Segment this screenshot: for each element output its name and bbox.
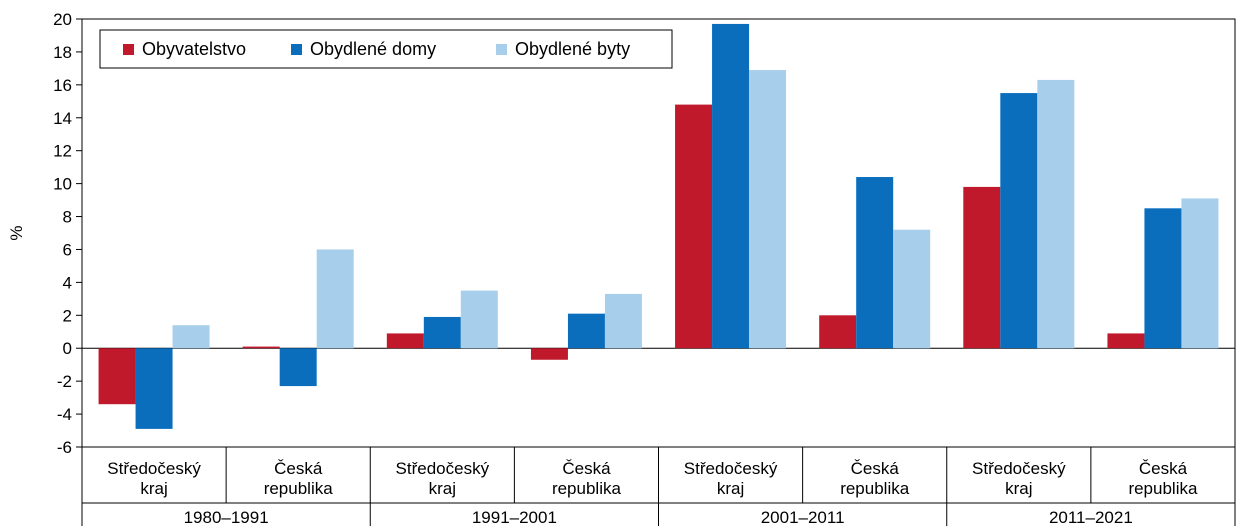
y-tick-label: 6 xyxy=(63,240,72,259)
y-tick-label: 8 xyxy=(63,208,72,227)
bar-1-1 xyxy=(279,348,317,387)
region-label-line: kraj xyxy=(429,479,456,498)
legend-label: Obydlené domy xyxy=(310,39,436,59)
region-label-line: kraj xyxy=(717,479,744,498)
region-label-line: Česká xyxy=(851,459,900,478)
bar-0-5 xyxy=(819,315,857,349)
bar-0-4 xyxy=(675,104,713,349)
bar-0-2 xyxy=(386,333,424,349)
bar-1-3 xyxy=(567,313,605,349)
bar-1-6 xyxy=(1000,93,1038,349)
legend-swatch xyxy=(291,44,302,55)
bar-0-3 xyxy=(530,348,568,360)
bar-1-2 xyxy=(423,316,461,349)
legend-label: Obydlené byty xyxy=(515,39,630,59)
y-tick-label: 10 xyxy=(53,175,72,194)
period-label: 2011–2021 xyxy=(1049,508,1133,526)
y-tick-label: 16 xyxy=(53,76,72,95)
region-label: Česká republika xyxy=(840,459,910,498)
region-label-line: Středočeský xyxy=(107,459,201,478)
region-label: Středočeský kraj xyxy=(684,459,778,498)
bar-2-1 xyxy=(316,249,354,349)
region-label: Středočeský kraj xyxy=(396,459,490,498)
bar-1-0 xyxy=(135,348,173,429)
y-tick-label: -4 xyxy=(57,405,72,424)
legend-label: Obyvatelstvo xyxy=(142,39,246,59)
region-label-line: Středočeský xyxy=(972,459,1066,478)
y-axis-title: % xyxy=(7,225,26,240)
region-label-line: Česká xyxy=(274,459,323,478)
region-label-line: Česká xyxy=(562,459,611,478)
region-label-line: republika xyxy=(1128,479,1198,498)
bar-2-7 xyxy=(1181,198,1219,349)
y-tick-label: -6 xyxy=(57,438,72,457)
bar-0-7 xyxy=(1107,333,1145,349)
bar-0-6 xyxy=(963,186,1001,349)
region-label: Středočeský kraj xyxy=(107,459,201,498)
legend: Obyvatelstvo Obydlené domy Obydlené byty xyxy=(99,29,673,69)
y-tick-label: 14 xyxy=(53,109,72,128)
period-label: 1980–1991 xyxy=(184,508,269,526)
bar-1-7 xyxy=(1144,208,1182,349)
bar-0-0 xyxy=(98,348,136,405)
y-tick-label: -2 xyxy=(57,372,72,391)
bar-1-4 xyxy=(712,23,750,349)
bar-0-1 xyxy=(242,346,280,349)
period-label: 1991–2001 xyxy=(472,508,557,526)
region-label-line: republika xyxy=(552,479,622,498)
legend-swatch xyxy=(496,44,507,55)
legend-swatch xyxy=(123,44,134,55)
bar-2-3 xyxy=(604,293,642,349)
region-label-line: Středočeský xyxy=(684,459,778,478)
y-tick-label: 12 xyxy=(53,142,72,161)
y-tick-label: 18 xyxy=(53,43,72,62)
region-label-line: kraj xyxy=(140,479,167,498)
y-tick-label: 4 xyxy=(63,273,72,292)
region-label: Středočeský kraj xyxy=(972,459,1066,498)
region-label-line: kraj xyxy=(1005,479,1032,498)
y-tick-label: 2 xyxy=(63,306,72,325)
period-label: 2001–2011 xyxy=(761,508,845,526)
bar-1-5 xyxy=(856,177,894,349)
bar-2-6 xyxy=(1037,79,1075,349)
region-label: Česká republika xyxy=(1128,459,1198,498)
bars xyxy=(98,23,1219,429)
legend-box xyxy=(99,29,673,69)
region-label-line: republika xyxy=(840,479,910,498)
y-tick-label: 20 xyxy=(53,10,72,29)
region-label-line: Česká xyxy=(1139,459,1188,478)
bar-2-0 xyxy=(172,325,210,349)
region-label: Česká republika xyxy=(264,459,334,498)
region-label-line: republika xyxy=(264,479,334,498)
y-tick-label: 0 xyxy=(63,339,72,358)
bar-2-2 xyxy=(460,290,498,349)
region-label: Česká republika xyxy=(552,459,622,498)
region-label-line: Středočeský xyxy=(396,459,490,478)
bar-2-5 xyxy=(893,229,931,349)
bar-2-4 xyxy=(749,70,787,349)
